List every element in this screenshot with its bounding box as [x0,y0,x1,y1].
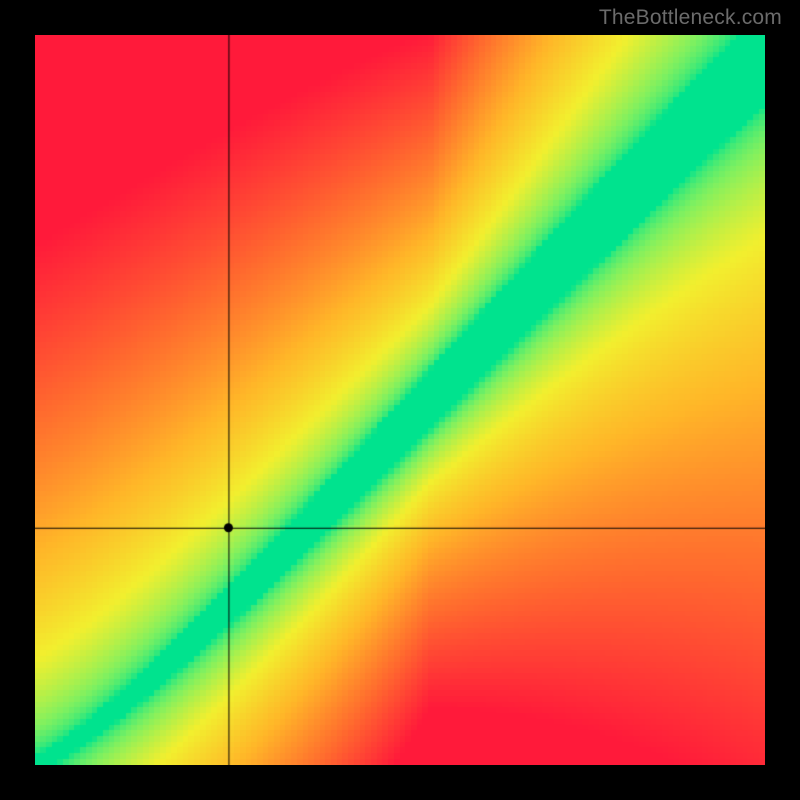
watermark-text: TheBottleneck.com [599,6,782,30]
heatmap-canvas [35,35,765,765]
bottleneck-heatmap [35,35,765,765]
